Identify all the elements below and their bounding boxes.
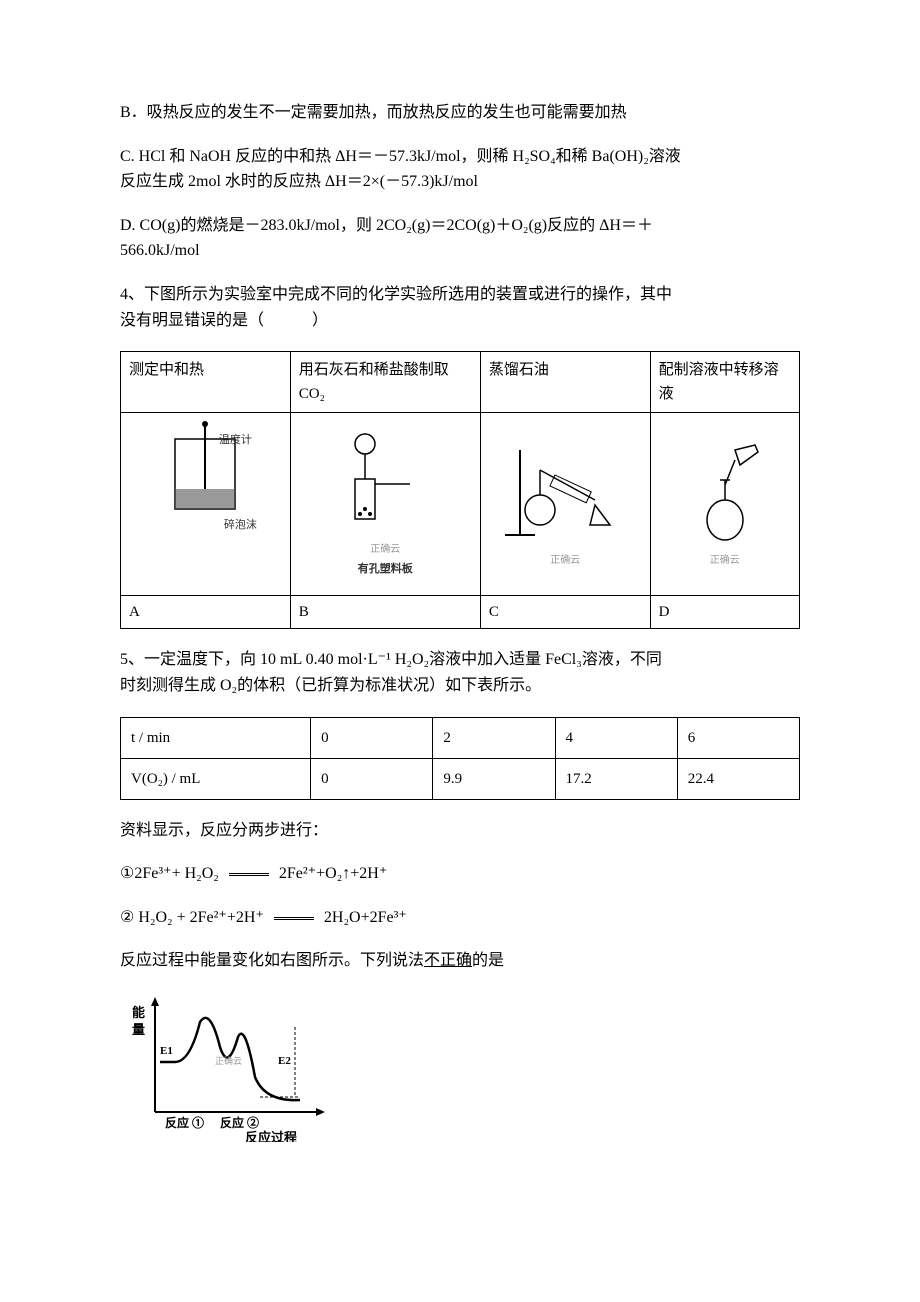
option-c-line1: C. HCl 和 NaOH 反应的中和热 ΔH＝－57.3kJ/mol，则稀 H… — [120, 148, 681, 165]
option-c: C. HCl 和 NaOH 反应的中和热 ΔH＝－57.3kJ/mol，则稀 H… — [120, 144, 800, 195]
watermark-c: 正确云 — [550, 553, 580, 569]
t4: 4 — [555, 717, 677, 758]
energy-intro-c: 的是 — [472, 952, 504, 969]
option-d: D. CO(g)的燃烧是－283.0kJ/mol，则 2CO₂(g)＝2CO(g… — [120, 213, 800, 264]
energy-curve-svg: 能 量 E1 E2 正确云 反应 ① 反应 ② 反应过程 — [120, 992, 340, 1142]
calorimeter-diagram: 温度计 正确云 碎泡沫 — [129, 419, 282, 589]
q5-line1: 5、一定温度下，向 10 mL 0.40 mol·L⁻¹ H₂O₂溶液中加入适量… — [120, 651, 662, 668]
r1-label: 反应 ① — [165, 1115, 204, 1130]
rowhead-volume: V(O₂) / mL — [121, 758, 311, 799]
diagram-b-cell: 正确云 有孔塑料板 — [290, 413, 480, 596]
mech1-right: 2Fe²⁺+O₂↑+2H⁺ — [279, 865, 387, 882]
thermometer-label: 温度计 — [219, 432, 252, 450]
header-d: 配制溶液中转移溶液 — [650, 352, 799, 413]
option-c-line2: 反应生成 2mol 水时的反应热 ΔH＝2×(－57.3)kJ/mol — [120, 173, 478, 190]
r2-label: 反应 ② — [220, 1115, 259, 1130]
foam-label: 碎泡沫 — [224, 517, 257, 535]
rowhead-time: t / min — [121, 717, 311, 758]
header-c: 蒸馏石油 — [480, 352, 650, 413]
option-d-line2: 566.0kJ/mol — [120, 242, 200, 259]
t0: 0 — [311, 717, 433, 758]
transfer-diagram: 正确云 — [659, 419, 791, 589]
t2: 2 — [433, 717, 555, 758]
q5-line2: 时刻测得生成 O₂的体积（已折算为标准状况）如下表所示。 — [120, 677, 541, 694]
watermark-b: 正确云 — [370, 542, 400, 558]
v4: 17.2 — [555, 758, 677, 799]
header-a: 测定中和热 — [121, 352, 291, 413]
q4-line2: 没有明显错误的是（ ） — [120, 312, 328, 329]
diagram-c-cell: 正确云 — [480, 413, 650, 596]
v2: 9.9 — [433, 758, 555, 799]
watermark-d: 正确云 — [710, 553, 740, 569]
option-d-line1: D. CO(g)的燃烧是－283.0kJ/mol，则 2CO₂(g)＝2CO(g… — [120, 217, 653, 234]
mechanism-step-2: ② H₂O₂ + 2Fe²⁺+2H⁺ 2H₂O+2Fe³⁺ — [120, 905, 800, 931]
mechanism-intro: 资料显示，反应分两步进行： — [120, 818, 800, 844]
label-c: C — [480, 596, 650, 629]
t6: 6 — [677, 717, 799, 758]
mech2-right: 2H₂O+2Fe³⁺ — [324, 909, 407, 926]
v0: 0 — [311, 758, 433, 799]
header-b: 用石灰石和稀盐酸制取 CO₂ — [290, 352, 480, 413]
watermark-a: 正确云 — [190, 493, 220, 509]
co2-apparatus-diagram: 正确云 有孔塑料板 — [299, 419, 472, 589]
energy-diagram: 能 量 E1 E2 正确云 反应 ① 反应 ② 反应过程 — [120, 992, 800, 1151]
question-4-stem: 4、下图所示为实验室中完成不同的化学实验所选用的装置或进行的操作，其中 没有明显… — [120, 282, 800, 333]
label-a: A — [121, 596, 291, 629]
question-5-stem: 5、一定温度下，向 10 mL 0.40 mol·L⁻¹ H₂O₂溶液中加入适量… — [120, 647, 800, 698]
table-row-volume: V(O₂) / mL 0 9.9 17.2 22.4 — [121, 758, 800, 799]
diagram-a-cell: 温度计 正确云 碎泡沫 — [121, 413, 291, 596]
watermark-energy: 正确云 — [215, 1055, 242, 1066]
diagram-d-cell: 正确云 — [650, 413, 799, 596]
equilibrium-arrow-icon — [274, 917, 314, 920]
energy-intro-a: 反应过程中能量变化如右图所示。下列说法 — [120, 952, 424, 969]
mech2-left: ② H₂O₂ + 2Fe²⁺+2H⁺ — [120, 909, 264, 926]
table-label-row: A B C D — [121, 596, 800, 629]
v6: 22.4 — [677, 758, 799, 799]
energy-intro: 反应过程中能量变化如右图所示。下列说法不正确的是 — [120, 948, 800, 974]
equilibrium-arrow-icon — [229, 873, 269, 876]
plate-label: 有孔塑料板 — [358, 561, 413, 579]
label-d: D — [650, 596, 799, 629]
ylabel-l1: 能 — [132, 1005, 145, 1020]
distillation-diagram: 正确云 — [489, 419, 642, 589]
table-header-row: 测定中和热 用石灰石和稀盐酸制取 CO₂ 蒸馏石油 配制溶液中转移溶液 — [121, 352, 800, 413]
experiment-table: 测定中和热 用石灰石和稀盐酸制取 CO₂ 蒸馏石油 配制溶液中转移溶液 温度计 … — [120, 351, 800, 629]
ylabel-l2: 量 — [132, 1022, 145, 1037]
o2-volume-table: t / min 0 2 4 6 V(O₂) / mL 0 9.9 17.2 22… — [120, 717, 800, 800]
energy-intro-b: 不正确 — [424, 952, 472, 969]
mech1-left: ①2Fe³⁺+ H₂O₂ — [120, 865, 219, 882]
e2-label: E2 — [278, 1055, 291, 1067]
xlabel: 反应过程 — [245, 1130, 297, 1142]
table-row-time: t / min 0 2 4 6 — [121, 717, 800, 758]
q4-line1: 4、下图所示为实验室中完成不同的化学实验所选用的装置或进行的操作，其中 — [120, 286, 672, 303]
mechanism-step-1: ①2Fe³⁺+ H₂O₂ 2Fe²⁺+O₂↑+2H⁺ — [120, 861, 800, 887]
table-image-row: 温度计 正确云 碎泡沫 正确云 有孔塑料板 — [121, 413, 800, 596]
e1-label: E1 — [160, 1045, 173, 1057]
option-b: B．吸热反应的发生不一定需要加热，而放热反应的发生也可能需要加热 — [120, 100, 800, 126]
label-b: B — [290, 596, 480, 629]
